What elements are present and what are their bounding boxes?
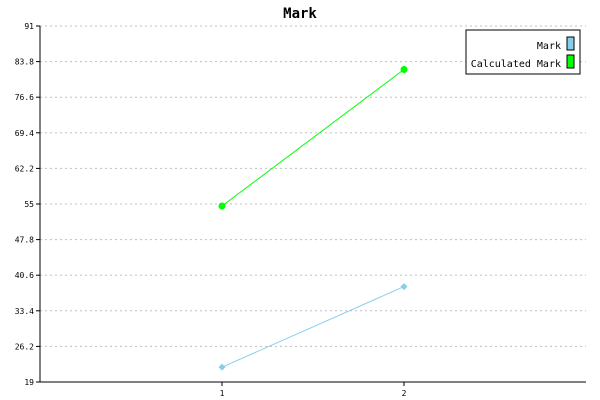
y-tick-label: 40.6 — [15, 271, 34, 280]
data-point-mark — [218, 363, 226, 371]
x-tick-label: 1 — [220, 389, 225, 398]
y-tick-label: 26.2 — [15, 342, 34, 351]
y-tick-label: 62.2 — [15, 164, 34, 173]
y-tick-label: 33.4 — [15, 307, 34, 316]
chart-title: Mark — [283, 6, 317, 22]
legend-swatch-calculated-mark — [566, 54, 575, 69]
series-line-mark — [221, 286, 405, 368]
data-point-calculated-mark — [218, 202, 226, 210]
legend-swatch-mark — [566, 36, 575, 51]
y-tick-label: 91 — [24, 22, 34, 31]
y-tick-label: 55 — [24, 200, 34, 209]
data-point-calculated-mark — [400, 66, 408, 74]
legend-box — [465, 29, 581, 75]
y-tick-labels: 19 26.2 33.4 40.6 47.8 55 62.2 69.4 76.6 83.8 91 — [15, 22, 40, 387]
legend: Mark Calculated Mark — [465, 29, 581, 75]
data-point-mark — [400, 283, 408, 291]
legend-label-calculated-mark: Calculated Mark — [471, 59, 561, 70]
series-line-calculated-mark — [221, 69, 405, 207]
series-group — [218, 66, 408, 371]
y-tick-label: 69.4 — [15, 129, 34, 138]
y-tick-label: 19 — [24, 378, 34, 387]
y-tick-label: 76.6 — [15, 93, 34, 102]
legend-label-mark: Mark — [537, 41, 561, 52]
y-tick-label: 47.8 — [15, 236, 34, 245]
y-tick-label: 83.8 — [15, 58, 34, 67]
x-tick-label: 2 — [402, 389, 407, 398]
